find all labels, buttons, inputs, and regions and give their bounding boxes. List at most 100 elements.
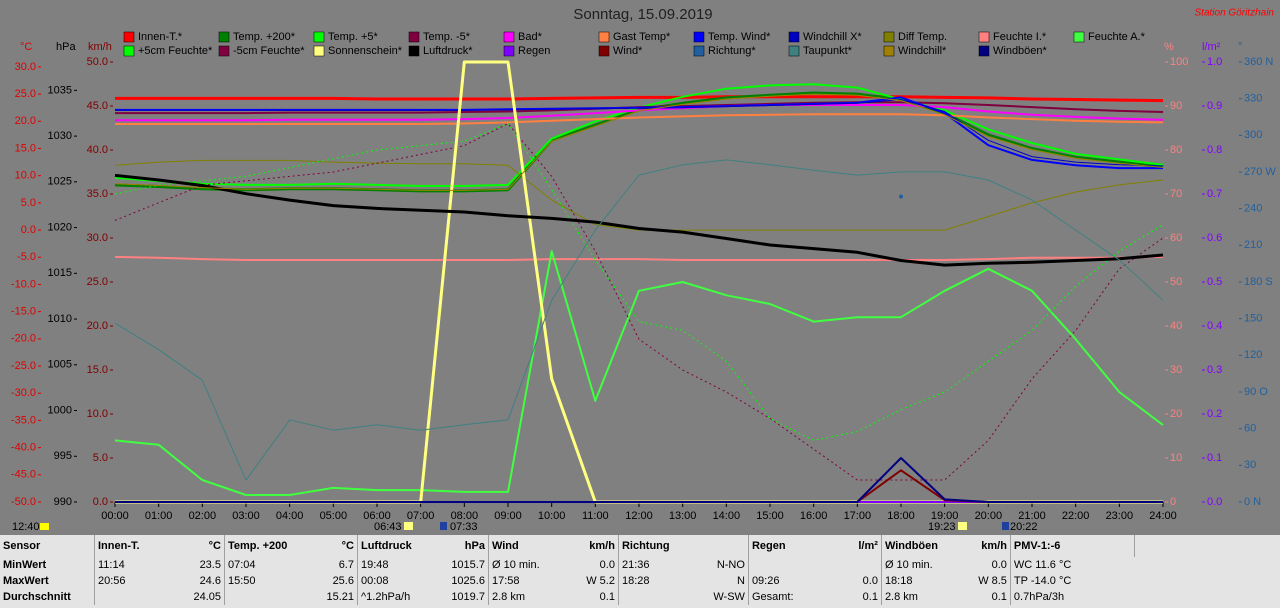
x-tick-label: 00:00 (101, 510, 129, 522)
y-tick-label: 1.0 (1207, 56, 1222, 68)
header-cell: Regen (751, 540, 786, 552)
legend-swatch (123, 31, 135, 43)
legend-label: Temp. -5* (423, 31, 471, 43)
y-tick-label: 0 (1170, 496, 1176, 508)
y-tick-label: 40.0 (87, 144, 108, 156)
legend-label: Regen (518, 45, 550, 57)
y-tick-label: -5.0 (17, 251, 36, 263)
y-tick-label: -25.0 (11, 360, 36, 372)
table-cell: 07:04 (227, 559, 256, 571)
stats-table: Sensor Innen-T. °C Temp. +200 °C Luftdruck hPa… (0, 535, 1280, 608)
sun-icon (404, 522, 413, 530)
header-cell: Sensor (0, 535, 95, 557)
header-unit: km/h (957, 535, 1011, 557)
table-cell: 6.7 (302, 557, 358, 573)
table-cell: 09:26 (751, 575, 780, 587)
y-tick-label: 70 (1170, 188, 1182, 200)
y-tick-label: 0.1 (1207, 452, 1222, 464)
annotation: 20:22 (1010, 521, 1038, 533)
x-tick-label: 10:00 (538, 510, 566, 522)
y-tick-label: 0.3 (1207, 364, 1222, 376)
y-tick-label: 330 (1244, 93, 1262, 105)
legend-swatch (883, 45, 895, 57)
y-tick-label: 40 (1170, 320, 1182, 332)
y-tick-label: 0 N (1244, 496, 1261, 508)
y-tick-label: 0.5 (1207, 276, 1222, 288)
table-row: MaxWert 20:56 24.6 15:50 25.6 00:08 1025.6 17:5… (0, 573, 1134, 589)
y-tick-label: -30.0 (11, 387, 36, 399)
axis-title: % (1164, 41, 1174, 53)
y-tick-label: 1025 (48, 176, 72, 188)
y-tick-label: 990 (54, 496, 72, 508)
x-tick-label: 16:00 (800, 510, 828, 522)
table-cell: 0.0 (957, 557, 1011, 573)
x-tick-label: 09:00 (494, 510, 522, 522)
table-cell: 20:56 (98, 575, 126, 587)
data-point (899, 194, 903, 199)
header-cell: PMV-1:-6 (1010, 535, 1135, 557)
series-line (115, 95, 1164, 103)
table-row: Durchschnitt 24.05 15.21 ^1.2hPa/h 1019.7 2.8… (0, 589, 1134, 605)
table-cell: 24.6 (171, 573, 225, 589)
annotation: 07:33 (450, 521, 478, 533)
legend-label: Innen-T.* (138, 31, 183, 43)
legend-swatch (408, 31, 420, 43)
header-cell: Windböen (884, 540, 938, 552)
legend-label: Windböen* (993, 45, 1048, 57)
y-tick-label: -15.0 (11, 306, 36, 318)
x-tick-label: 08:00 (451, 510, 479, 522)
y-tick-label: 30 (1170, 364, 1182, 376)
axis-title: hPa (56, 41, 76, 53)
y-tick-label: 80 (1170, 144, 1182, 156)
y-tick-label: 1030 (48, 130, 72, 142)
table-cell: 0.1 (957, 589, 1011, 605)
legend-label: -5cm Feuchte* (233, 45, 305, 57)
legend-swatch (218, 45, 230, 57)
y-tick-label: 240 (1244, 203, 1262, 215)
y-tick-label: 1005 (48, 359, 72, 371)
series-line (114, 159, 1164, 231)
series-line (115, 60, 1163, 504)
y-tick-label: 120 (1244, 349, 1262, 361)
y-tick-label: 100 (1170, 56, 1188, 68)
y-tick-label: 0.0 (93, 496, 108, 508)
y-tick-label: 90 (1170, 100, 1182, 112)
series-line (114, 123, 1164, 441)
table-cell: 2.8 km (884, 591, 918, 603)
table-cell (826, 557, 882, 573)
legend-swatch (788, 45, 800, 57)
legend-swatch (978, 45, 990, 57)
table-cell: ^1.2hPa/h (360, 591, 411, 603)
y-tick-label: 60 (1244, 423, 1256, 435)
table-cell: 17:58 (491, 575, 520, 587)
y-tick-label: 0.2 (1207, 408, 1222, 420)
x-tick-label: 17:00 (844, 510, 872, 522)
annotation: 12:40 (12, 521, 40, 533)
y-tick-label: -45.0 (11, 469, 36, 481)
row-label: MaxWert (0, 573, 95, 589)
y-tick-label: 15.0 (87, 364, 108, 376)
legend-label: Taupunkt* (803, 45, 853, 57)
y-tick-label: 0.0 (21, 224, 36, 236)
table-cell: TP -14.0 °C (1013, 575, 1072, 587)
x-tick-label: 06:00 (363, 510, 391, 522)
table-cell: 21:36 (621, 559, 650, 571)
legend-label: Windchill* (898, 45, 947, 57)
table-cell: W 5.2 (565, 573, 619, 589)
row-label: MinWert (0, 557, 95, 573)
y-tick-label: 1035 (48, 84, 72, 96)
legend-swatch (503, 31, 515, 43)
x-tick-label: 24:00 (1149, 510, 1177, 522)
legend-label: Windchill X* (803, 31, 862, 43)
y-tick-label: 180 S (1244, 276, 1273, 288)
y-tick-label: 30.0 (15, 61, 36, 73)
y-tick-label: 45.0 (87, 100, 108, 112)
legend-swatch (123, 45, 135, 57)
header-unit: hPa (434, 535, 489, 557)
table-cell: 2.8 km (491, 591, 525, 603)
table-cell: 18:18 (884, 575, 913, 587)
table-row: MinWert 11:14 23.5 07:04 6.7 19:48 1015.7 Ø 10 … (0, 557, 1134, 573)
series-line (114, 93, 1164, 191)
y-tick-label: -10.0 (11, 278, 36, 290)
